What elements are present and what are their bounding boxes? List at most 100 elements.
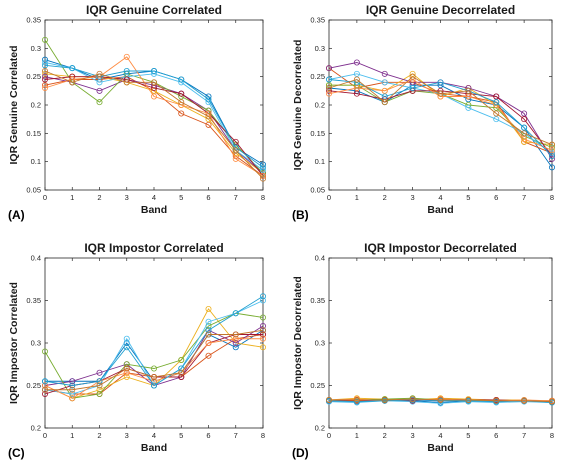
data-point bbox=[42, 68, 49, 75]
chart-title: IQR Genuine Correlated bbox=[86, 3, 222, 17]
data-point bbox=[205, 339, 212, 346]
data-point bbox=[96, 79, 103, 86]
x-tick-label: 0 bbox=[43, 193, 47, 202]
y-axis-label: IQR Impostor Decorrelated bbox=[292, 276, 304, 410]
chart-panel-3: 0 1 2 3 4 5 6 7 8 0.2 0.25 0.3 0.35 0.4 IQR Impostor C… bbox=[8, 241, 266, 460]
chart-panel-4: 0 1 2 3 4 5 6 7 8 0.2 0.25 0.3 0.35 0.4 IQR Impostor D… bbox=[292, 241, 556, 460]
series-9 bbox=[42, 293, 266, 389]
y-tick-label: 0.35 bbox=[310, 16, 325, 25]
chart-panel-1: 0 1 2 3 4 5 6 7 8 0.05 0.1 0.15 0.2 0.25 0.3 0.35 IQR Ge… bbox=[8, 3, 266, 222]
series-line bbox=[328, 76, 553, 146]
data-point bbox=[42, 76, 49, 83]
y-tick-label: 0.25 bbox=[310, 72, 325, 81]
data-point bbox=[465, 87, 472, 94]
y-tick-label: 0.3 bbox=[315, 44, 325, 53]
data-point bbox=[232, 155, 239, 162]
x-tick-label: 7 bbox=[522, 193, 526, 202]
data-point bbox=[42, 36, 49, 43]
data-point bbox=[96, 70, 103, 77]
data-point bbox=[232, 339, 239, 346]
x-tick-label: 2 bbox=[97, 193, 101, 202]
data-point bbox=[353, 59, 360, 66]
data-point bbox=[205, 96, 212, 103]
data-point bbox=[96, 369, 103, 376]
x-tick-label: 3 bbox=[411, 431, 415, 440]
x-tick-label: 4 bbox=[438, 193, 442, 202]
x-axis-label: Band bbox=[427, 442, 453, 454]
series-line bbox=[44, 64, 264, 168]
data-point bbox=[259, 175, 266, 182]
x-tick-label: 0 bbox=[327, 193, 331, 202]
series-line bbox=[329, 398, 553, 403]
data-point bbox=[232, 310, 239, 317]
data-point bbox=[259, 293, 266, 300]
data-point bbox=[150, 68, 157, 75]
y-tick-label: 0.3 bbox=[31, 44, 41, 53]
data-point bbox=[123, 53, 130, 60]
series-10 bbox=[325, 73, 556, 148]
data-point bbox=[42, 378, 49, 385]
y-tick-label: 0.1 bbox=[315, 157, 325, 166]
data-point bbox=[150, 85, 157, 92]
data-point bbox=[150, 79, 157, 86]
data-point bbox=[259, 297, 266, 304]
y-tick-label: 0.05 bbox=[26, 186, 41, 195]
x-tick-label: 5 bbox=[179, 431, 183, 440]
y-tick-label: 0.35 bbox=[310, 296, 325, 305]
data-point bbox=[549, 164, 556, 171]
data-point bbox=[69, 378, 76, 385]
data-point bbox=[42, 85, 49, 92]
data-point bbox=[353, 90, 360, 97]
series-line bbox=[44, 76, 264, 177]
data-point bbox=[259, 322, 266, 329]
data-point bbox=[205, 352, 212, 359]
data-point bbox=[259, 164, 266, 171]
data-point bbox=[150, 93, 157, 100]
data-point bbox=[205, 113, 212, 120]
x-axis-label: Band bbox=[141, 204, 167, 216]
data-point bbox=[259, 331, 266, 338]
data-point bbox=[205, 318, 212, 325]
data-point bbox=[123, 68, 130, 75]
data-point bbox=[42, 390, 49, 397]
plot-area bbox=[44, 19, 264, 191]
series-line bbox=[45, 329, 264, 391]
data-point bbox=[437, 90, 444, 97]
data-point bbox=[353, 398, 360, 405]
data-point bbox=[96, 87, 103, 94]
y-tick-label: 0.3 bbox=[315, 339, 325, 348]
y-tick-label: 0.15 bbox=[310, 129, 325, 138]
y-tick-label: 0.4 bbox=[315, 254, 325, 263]
x-tick-label: 0 bbox=[43, 431, 47, 440]
x-tick-label: 3 bbox=[125, 193, 129, 202]
data-point bbox=[232, 147, 239, 154]
x-tick-label: 2 bbox=[97, 431, 101, 440]
data-point bbox=[42, 348, 49, 355]
y-axis-label: IQR Impostor Correlated bbox=[8, 282, 20, 404]
data-point bbox=[123, 365, 130, 372]
panel-letter: (A) bbox=[8, 208, 25, 222]
data-point bbox=[205, 305, 212, 312]
series-line bbox=[44, 312, 264, 399]
data-point bbox=[42, 382, 49, 389]
data-point bbox=[259, 335, 266, 342]
y-tick-label: 0.2 bbox=[31, 101, 41, 110]
data-point bbox=[123, 361, 130, 368]
data-point bbox=[259, 344, 266, 351]
data-point bbox=[69, 79, 76, 86]
data-point bbox=[521, 110, 528, 117]
plot-area bbox=[328, 19, 553, 191]
y-tick-label: 0.1 bbox=[31, 157, 41, 166]
x-tick-label: 4 bbox=[152, 431, 156, 440]
y-tick-label: 0.05 bbox=[310, 186, 325, 195]
y-tick-label: 0.25 bbox=[26, 381, 41, 390]
panel-letter: (B) bbox=[292, 208, 309, 222]
data-point bbox=[353, 76, 360, 83]
data-point bbox=[69, 395, 76, 402]
x-tick-label: 8 bbox=[261, 431, 265, 440]
chart-panel-2: 0 1 2 3 4 5 6 7 8 0.05 0.1 0.15 0.2 0.25 0.3 0.35 IQR Ge… bbox=[292, 3, 556, 222]
data-point bbox=[437, 396, 444, 403]
data-point bbox=[437, 79, 444, 86]
data-point bbox=[178, 90, 185, 97]
